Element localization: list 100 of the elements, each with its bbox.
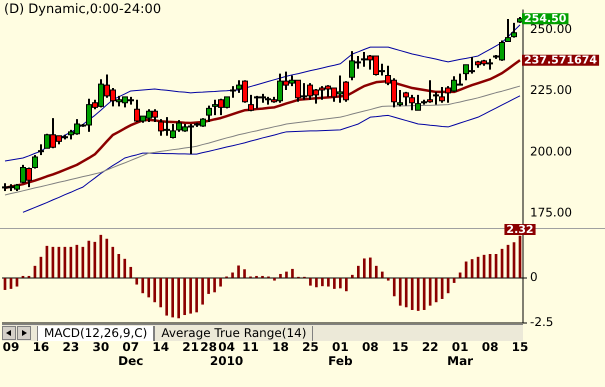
bar [273, 278, 276, 281]
bar [183, 278, 186, 316]
bar [189, 278, 192, 314]
text: 254.50 [524, 12, 566, 26]
bar [201, 278, 204, 305]
x-tick-label: 30 [92, 340, 110, 354]
bar [506, 244, 510, 278]
x-tick-label: 01 Mar [447, 340, 474, 368]
bar [339, 278, 342, 288]
bar [440, 278, 444, 299]
bar [105, 238, 108, 278]
bar [46, 246, 48, 278]
bar [345, 278, 348, 292]
bar [153, 278, 156, 302]
y-tick-label: 0 [530, 270, 538, 284]
x-tick-label: 15 [392, 340, 409, 354]
x-tick-label: 16 [32, 340, 50, 354]
bar [291, 268, 294, 278]
x-tick-label: 01 Feb [328, 340, 353, 368]
chart-title: (D) Dynamic,0:00-24:00 [4, 2, 162, 17]
bar [434, 278, 438, 302]
x-tick-label: 25 [302, 340, 319, 354]
bar [16, 278, 18, 287]
bar [410, 278, 414, 310]
bar [40, 256, 42, 278]
bar [64, 246, 66, 278]
bar [111, 246, 114, 278]
bar [398, 278, 402, 306]
bar [231, 272, 234, 278]
bar [82, 246, 84, 278]
bar [141, 278, 144, 294]
x-tick-label: 08 [482, 340, 498, 354]
bar [333, 278, 336, 289]
bar [494, 254, 498, 278]
y-tick-label: 200.00 [530, 144, 572, 158]
text: Average True Range(14) [154, 326, 314, 340]
bar [392, 278, 396, 296]
x-tick-label: 07 Dec [118, 340, 144, 368]
x-tick-label: 09 [2, 340, 20, 354]
bar [165, 278, 168, 316]
bar [470, 259, 474, 278]
bar [195, 278, 198, 312]
bar [159, 278, 162, 308]
y-tick-label: -2.5 [530, 315, 554, 330]
x-tick-label: 21 [182, 340, 199, 354]
x-tick-label: 15 [512, 340, 528, 354]
bar [177, 278, 180, 318]
data-label: 237.571674 [524, 54, 598, 67]
text: MACD(12,26,9,C) [37, 326, 154, 340]
bar [452, 278, 456, 283]
bar [4, 278, 6, 290]
bar [327, 278, 330, 287]
x-tick-label: 14 [152, 340, 170, 354]
bar [34, 266, 36, 278]
bar [207, 278, 210, 294]
bar [356, 266, 360, 278]
bar [117, 254, 120, 278]
bar [512, 242, 516, 278]
bar [309, 278, 312, 286]
bar [488, 254, 492, 278]
bar [321, 278, 324, 286]
bar [10, 278, 12, 289]
bar [446, 278, 450, 294]
bar [243, 269, 246, 278]
bar [500, 248, 504, 278]
bar [315, 278, 318, 288]
bar [219, 278, 222, 287]
bar [458, 272, 462, 278]
bar [76, 244, 78, 278]
y-tick-label: 225.00 [530, 83, 572, 98]
bar [464, 262, 468, 278]
x-tick-label: 08 [362, 340, 379, 354]
bar [58, 246, 60, 278]
bar [123, 258, 126, 278]
bar [279, 274, 282, 278]
bar [416, 278, 420, 311]
x-tick-label: 18 [272, 340, 289, 354]
bar [70, 246, 72, 278]
bar [404, 278, 408, 308]
bar [129, 266, 132, 278]
bar [362, 258, 366, 278]
bar [93, 242, 96, 278]
bar [147, 278, 150, 298]
bar [368, 258, 372, 278]
x-tick-label: 28 [200, 340, 217, 354]
bar [99, 234, 102, 278]
bar [482, 254, 486, 278]
y-tick-label: 175.00 [530, 205, 572, 220]
bar [171, 278, 174, 318]
x-tick-label: 11 [242, 340, 259, 354]
bar [213, 278, 216, 292]
bar [380, 272, 384, 278]
bar [285, 272, 288, 278]
bar [88, 240, 90, 278]
bar [52, 246, 54, 278]
x-tick-label: 22 [422, 340, 439, 354]
bar [374, 266, 378, 278]
bar [237, 265, 240, 278]
data-label: 2.32 [506, 222, 534, 236]
bar [428, 278, 432, 306]
